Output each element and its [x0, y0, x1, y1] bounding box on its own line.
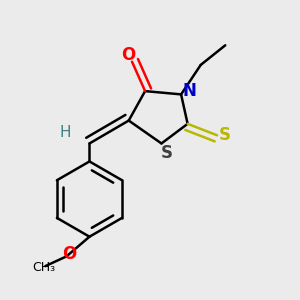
Text: O: O	[62, 245, 76, 263]
Text: CH₃: CH₃	[32, 261, 55, 274]
Text: S: S	[160, 144, 172, 162]
Text: H: H	[59, 124, 71, 140]
Text: N: N	[182, 82, 196, 100]
Text: O: O	[122, 46, 136, 64]
Text: S: S	[219, 126, 231, 144]
